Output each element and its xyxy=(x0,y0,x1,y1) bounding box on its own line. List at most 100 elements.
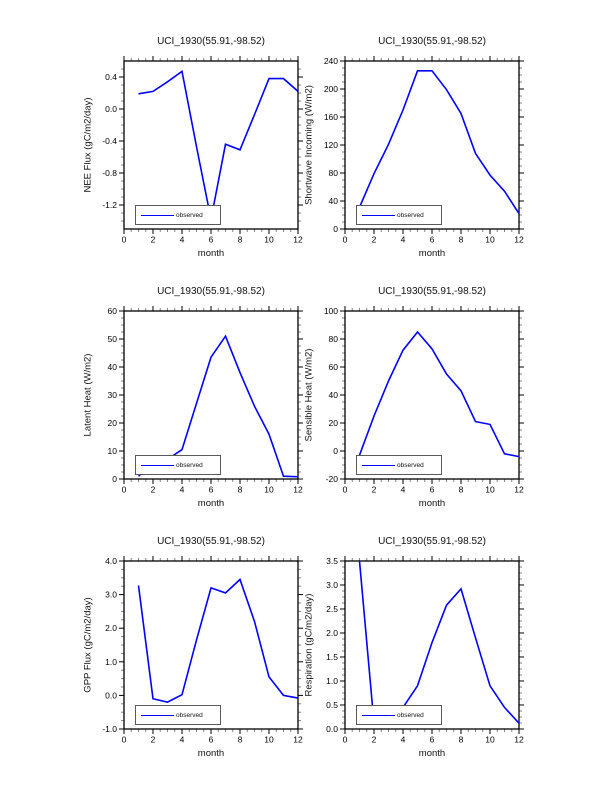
legend-box: observed xyxy=(135,455,221,475)
x-axis-label: month xyxy=(418,248,446,259)
panel-title: UCI_1930(55.91,-98.52) xyxy=(378,286,486,297)
x-ticks: 0 2 4 6 8 10 12 xyxy=(343,556,524,745)
x-tick-label: 10 xyxy=(485,485,495,495)
y-tick-label: 0 xyxy=(112,474,117,484)
x-tick-label: 0 xyxy=(122,485,127,495)
legend-line-sample xyxy=(141,714,174,716)
legend-label: observed xyxy=(397,711,424,719)
y-tick-label: 40 xyxy=(329,196,339,206)
axis-frame xyxy=(344,60,520,230)
x-tick-label: 2 xyxy=(151,735,156,745)
y-tick-label: 100 xyxy=(324,306,338,316)
panel-shortwave-incoming: UCI_1930(55.91,-98.52) Shortwave Incomin… xyxy=(275,36,525,266)
y-tick-label: 3.0 xyxy=(326,580,338,590)
x-tick-label: 10 xyxy=(264,735,274,745)
data-line-observed xyxy=(358,560,520,725)
y-tick-label: 10 xyxy=(108,446,118,456)
legend-box: observed xyxy=(135,705,221,725)
y-tick-label: 160 xyxy=(324,112,338,122)
y-tick-label: 40 xyxy=(108,362,118,372)
y-tick-label: 20 xyxy=(329,418,339,428)
axis-frame xyxy=(344,310,520,480)
y-tick-label: 200 xyxy=(324,84,338,94)
y-tick-label: 3.5 xyxy=(326,556,338,566)
x-tick-label: 12 xyxy=(293,735,303,745)
y-tick-label: 2.0 xyxy=(105,623,117,633)
x-tick-label: 6 xyxy=(209,485,214,495)
y-ticks: -20 0 20 40 60 80 100 xyxy=(324,306,524,484)
panel-sensible-heat: UCI_1930(55.91,-98.52) Sensible Heat (W/… xyxy=(275,286,525,516)
data-line-observed xyxy=(138,70,299,220)
panel-gpp-flux: UCI_1930(55.91,-98.52) GPP Flux (gC/m2/d… xyxy=(54,536,304,766)
x-tick-label: 8 xyxy=(459,735,464,745)
x-tick-label: 12 xyxy=(293,485,303,495)
x-tick-label: 0 xyxy=(343,735,348,745)
x-tick-label: 4 xyxy=(180,235,185,245)
axis-frame xyxy=(123,60,299,230)
sensible-heat-plot: 0 2 4 6 8 10 12 -20 0 20 40 60 80 100 xyxy=(324,306,524,495)
y-tick-label: 1.5 xyxy=(326,652,338,662)
x-tick-label: 8 xyxy=(238,485,243,495)
y-ticks: 0 10 20 30 40 50 60 xyxy=(108,306,303,484)
x-ticks: 0 2 4 6 8 10 12 xyxy=(122,556,303,745)
panel-respiration: UCI_1930(55.91,-98.52) Respiration (gC/m… xyxy=(275,536,525,766)
y-tick-label: 50 xyxy=(108,334,118,344)
latent-heat-plot: 0 2 4 6 8 10 12 0 10 20 30 40 50 60 xyxy=(108,306,303,495)
legend-label: observed xyxy=(176,211,203,219)
panel-title: UCI_1930(55.91,-98.52) xyxy=(378,536,486,547)
x-tick-label: 0 xyxy=(343,235,348,245)
y-tick-label: 120 xyxy=(324,140,338,150)
y-ticks: 0.0 0.5 1.0 1.5 2.0 2.5 3.0 3.5 xyxy=(326,556,524,734)
y-tick-label: 0.0 xyxy=(105,690,117,700)
y-tick-label: 240 xyxy=(324,56,338,66)
panel-title: UCI_1930(55.91,-98.52) xyxy=(157,36,265,47)
y-tick-label: 1.0 xyxy=(326,676,338,686)
y-tick-label: 2.5 xyxy=(326,604,338,614)
x-tick-label: 6 xyxy=(430,735,435,745)
legend-label: observed xyxy=(397,461,424,469)
x-tick-label: 2 xyxy=(151,485,156,495)
y-ticks: 0.4 0.0 -0.4 -0.8 -1.2 xyxy=(102,72,303,210)
panel-title: UCI_1930(55.91,-98.52) xyxy=(378,36,486,47)
legend-box: observed xyxy=(356,205,442,225)
y-tick-label: 0 xyxy=(333,224,338,234)
y-tick-label: 0.4 xyxy=(105,72,117,82)
y-tick-label: 40 xyxy=(329,390,339,400)
x-axis-label: month xyxy=(197,498,225,509)
y-tick-label: 80 xyxy=(329,334,339,344)
panel-latent-heat: UCI_1930(55.91,-98.52) Latent Heat (W/m2… xyxy=(54,286,304,516)
x-tick-label: 12 xyxy=(514,485,524,495)
x-tick-label: 8 xyxy=(459,485,464,495)
x-tick-label: 12 xyxy=(514,735,524,745)
x-tick-label: 10 xyxy=(485,735,495,745)
panel-title: UCI_1930(55.91,-98.52) xyxy=(157,536,265,547)
x-tick-label: 10 xyxy=(485,235,495,245)
panel-nee-flux: UCI_1930(55.91,-98.52) NEE Flux (gC/m2/d… xyxy=(54,36,304,266)
x-axis-label: month xyxy=(418,498,446,509)
y-tick-label: 0.0 xyxy=(105,104,117,114)
x-axis-label: month xyxy=(197,748,225,759)
x-tick-label: 12 xyxy=(514,235,524,245)
x-tick-label: 6 xyxy=(430,235,435,245)
legend-line-sample xyxy=(362,214,395,216)
x-tick-label: 8 xyxy=(238,735,243,745)
x-tick-label: 4 xyxy=(401,485,406,495)
y-tick-label: 3.0 xyxy=(105,590,117,600)
x-tick-label: 6 xyxy=(209,235,214,245)
y-tick-label: -1.0 xyxy=(102,724,117,734)
legend-line-sample xyxy=(141,214,174,216)
gpp-flux-plot: 0 2 4 6 8 10 12 -1.0 0.0 1.0 2.0 3.0 4.0 xyxy=(102,556,303,745)
nee-flux-plot: 0 2 4 6 8 10 12 0.4 0.0 -0.4 -0.8 -1.2 xyxy=(102,56,303,245)
x-tick-label: 10 xyxy=(264,235,274,245)
x-tick-label: 4 xyxy=(401,235,406,245)
x-tick-label: 0 xyxy=(122,735,127,745)
x-tick-label: 0 xyxy=(343,485,348,495)
y-tick-label: 80 xyxy=(329,168,339,178)
x-tick-label: 2 xyxy=(151,235,156,245)
panel-title: UCI_1930(55.91,-98.52) xyxy=(157,286,265,297)
y-tick-label: 20 xyxy=(108,418,118,428)
y-tick-label: 0.5 xyxy=(326,700,338,710)
data-line-observed xyxy=(358,69,520,215)
